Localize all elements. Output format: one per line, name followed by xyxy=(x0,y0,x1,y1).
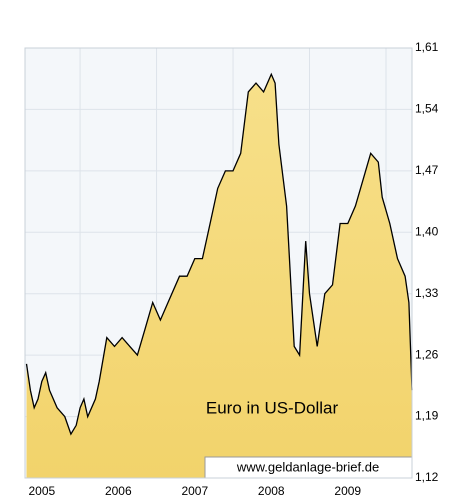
y-tick-label: 1,33 xyxy=(415,286,439,300)
y-tick-label: 1,47 xyxy=(415,163,439,177)
y-tick-label: 1,40 xyxy=(415,224,439,238)
line xyxy=(25,72,413,436)
x-tick-label: 2006 xyxy=(105,484,132,498)
y-tick-label: 1,54 xyxy=(415,102,439,116)
x-tick-label: 2005 xyxy=(28,484,55,498)
y-tick-label: 1,26 xyxy=(415,347,439,361)
y-tick-label: 1,19 xyxy=(415,409,439,423)
x-tick-label: 2009 xyxy=(334,484,361,498)
annotation: Euro in US-Dollar xyxy=(206,398,339,417)
plot-border xyxy=(24,47,413,479)
x-tick-label: 2008 xyxy=(258,484,285,498)
y-tick-label: 1,12 xyxy=(415,470,439,484)
y-tick-label: 1,61 xyxy=(415,40,439,54)
area xyxy=(26,74,412,479)
x-tick-label: 2007 xyxy=(181,484,208,498)
source: www.geldanlage-brief.de xyxy=(236,459,379,474)
